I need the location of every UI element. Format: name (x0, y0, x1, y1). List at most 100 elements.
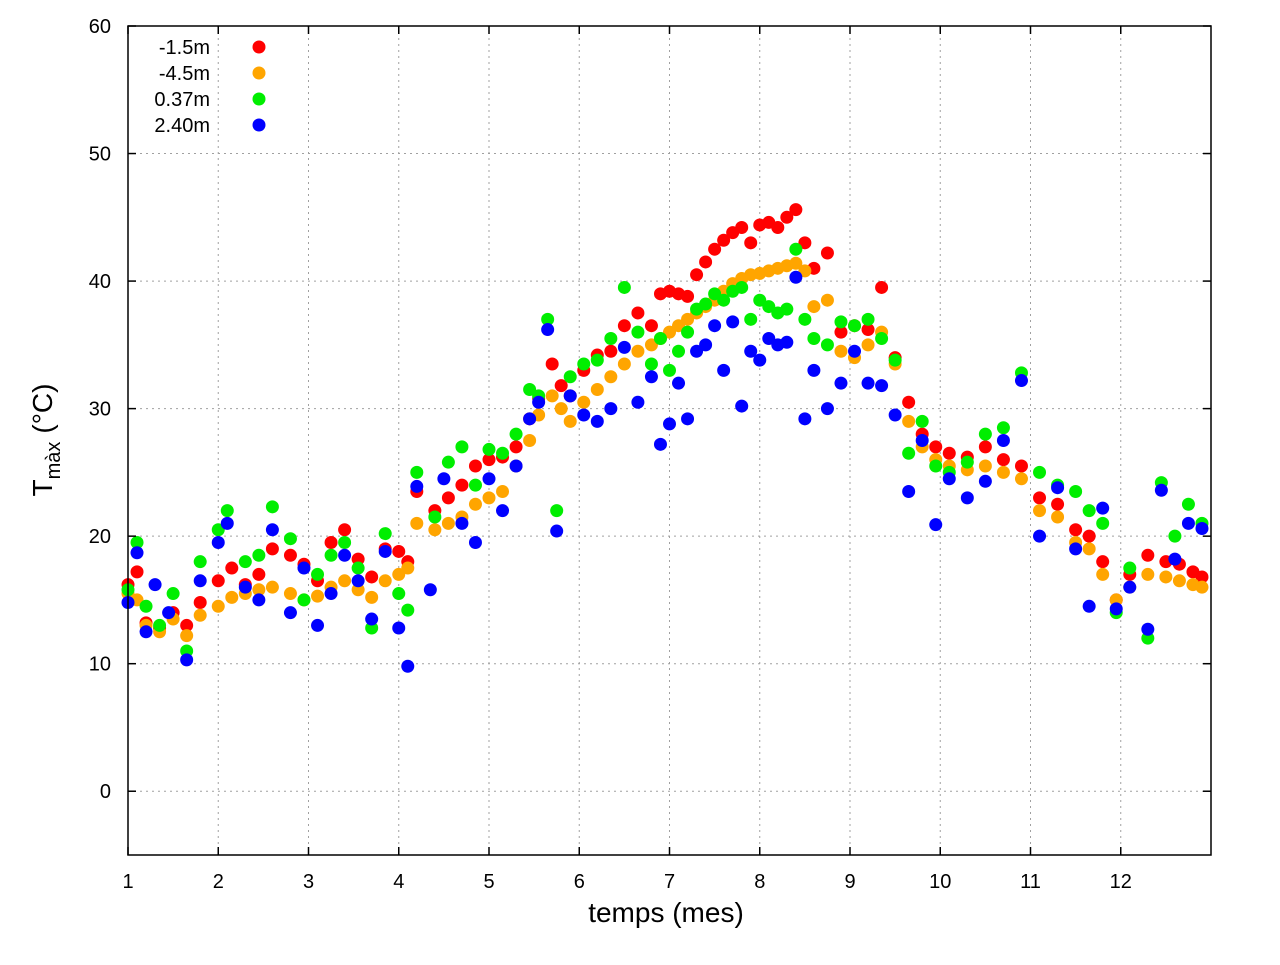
data-point (915, 434, 929, 447)
data-point (780, 302, 794, 316)
data-point (590, 382, 604, 396)
data-point (780, 335, 794, 349)
data-point (351, 583, 365, 597)
data-point (1033, 491, 1047, 505)
data-point (1014, 472, 1028, 486)
data-point (532, 395, 546, 409)
data-point (1051, 497, 1065, 511)
data-point (365, 570, 379, 584)
y-tick-label: 10 (89, 654, 111, 676)
data-point (672, 319, 686, 333)
data-point (708, 242, 722, 256)
data-point (1181, 497, 1195, 511)
data-point (1033, 465, 1047, 479)
x-tick-label: 9 (844, 871, 855, 893)
data-point (211, 523, 225, 537)
data-point (590, 414, 604, 428)
data-point (1096, 567, 1110, 581)
data-point (1141, 622, 1155, 636)
data-point (735, 221, 749, 235)
data-point (378, 544, 392, 558)
data-point (1069, 523, 1083, 537)
data-point (604, 344, 618, 358)
data-point (978, 474, 992, 488)
data-point (1123, 561, 1137, 575)
data-point (789, 270, 803, 284)
data-point (902, 485, 916, 499)
data-point (130, 565, 144, 579)
x-tick-label: 5 (483, 871, 494, 893)
data-point (942, 446, 956, 460)
data-point (780, 210, 794, 224)
data-point (1014, 459, 1028, 473)
data-point (265, 523, 279, 537)
data-point (1159, 570, 1173, 584)
data-point (311, 618, 325, 632)
data-point (735, 399, 749, 413)
x-tick-label: 7 (664, 871, 675, 893)
data-point (1051, 510, 1065, 524)
data-point (820, 338, 834, 352)
data-point (798, 312, 812, 326)
data-point (1109, 593, 1123, 607)
data-point (545, 357, 559, 371)
data-point (423, 583, 437, 597)
data-point (297, 561, 311, 575)
data-point (902, 395, 916, 409)
data-point (392, 544, 406, 558)
data-point (523, 412, 537, 426)
data-point (153, 618, 167, 632)
y-axis-label-unit: (°C) (27, 384, 58, 434)
data-point (690, 344, 704, 358)
data-point (496, 504, 510, 518)
data-point (283, 548, 297, 562)
data-point (468, 497, 482, 511)
data-point (139, 625, 153, 639)
data-point (468, 478, 482, 492)
data-point (617, 340, 631, 354)
data-point (644, 319, 658, 333)
y-axis-label-main: T (27, 479, 58, 496)
data-point (193, 608, 207, 622)
data-point (663, 363, 676, 377)
data-point (148, 578, 162, 592)
data-point (644, 370, 658, 384)
data-point (468, 459, 482, 473)
data-point (1181, 516, 1195, 530)
data-point (455, 516, 469, 530)
data-point (663, 417, 676, 431)
data-point (541, 312, 555, 326)
data-point (996, 421, 1010, 435)
data-point (681, 412, 695, 426)
data-point (789, 203, 803, 217)
data-point (541, 323, 555, 337)
data-point (888, 408, 902, 422)
data-point (311, 589, 325, 603)
data-point (509, 459, 523, 473)
data-point (699, 297, 713, 311)
data-point (929, 518, 943, 532)
data-point (496, 446, 510, 460)
data-point (1069, 542, 1083, 556)
data-point (265, 500, 279, 514)
data-point (848, 344, 862, 358)
data-point (482, 442, 496, 456)
data-point (604, 402, 618, 416)
data-point (644, 338, 658, 352)
data-point (311, 567, 325, 581)
data-point (130, 546, 144, 560)
data-point (166, 587, 180, 601)
data-point (789, 242, 803, 256)
data-point (942, 472, 956, 486)
data-point (1082, 542, 1096, 556)
data-point (563, 389, 577, 403)
data-point (455, 440, 469, 454)
data-point (1123, 580, 1137, 594)
data-point (902, 446, 916, 460)
data-point (482, 453, 496, 467)
data-point (554, 379, 568, 393)
data-point (834, 344, 848, 358)
data-point (577, 357, 591, 371)
data-point (1109, 602, 1123, 616)
